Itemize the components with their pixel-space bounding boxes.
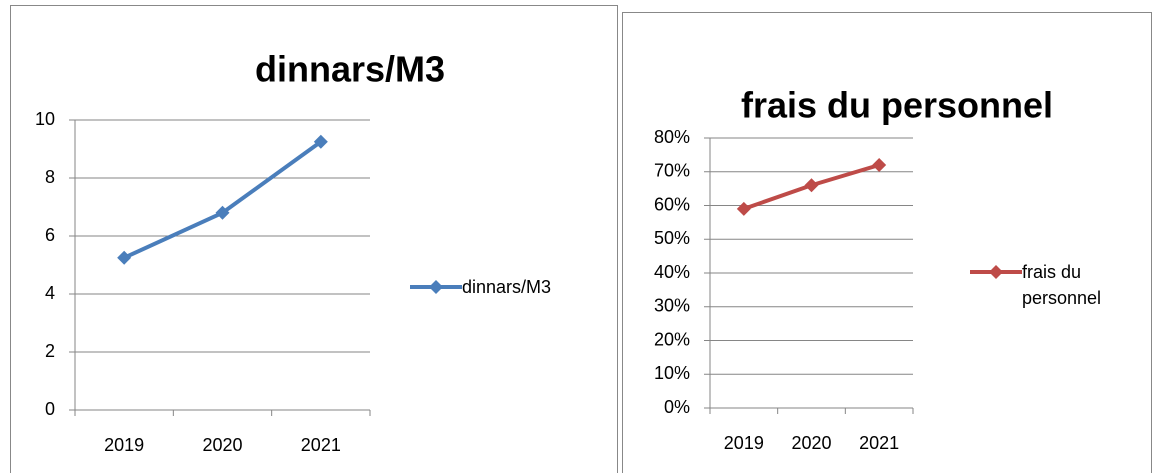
legend-marker: [989, 265, 1003, 279]
y-tick-label: 20%: [654, 329, 690, 349]
y-tick-label: 80%: [654, 127, 690, 147]
chart-border: [622, 12, 1152, 473]
legend-marker: [429, 280, 443, 294]
y-tick-label: 0%: [664, 397, 690, 417]
y-tick-label: 60%: [654, 194, 690, 214]
point-marker: [804, 178, 819, 193]
point-marker: [215, 205, 230, 220]
point-marker: [313, 134, 328, 149]
x-tick-label: 2019: [724, 433, 764, 453]
y-tick-label: 10: [35, 109, 55, 129]
chart-title: dinnars/M3: [255, 49, 445, 90]
x-tick-label: 2020: [202, 435, 242, 455]
x-tick-label: 2021: [301, 435, 341, 455]
chart-border: [10, 5, 618, 473]
x-tick-label: 2019: [104, 435, 144, 455]
legend-label: dinnars/M3: [462, 277, 552, 297]
y-tick-label: 70%: [654, 161, 690, 181]
x-tick-label: 2021: [859, 433, 899, 453]
y-tick-label: 6: [45, 225, 55, 245]
point-marker: [117, 250, 132, 265]
y-tick-label: 0: [45, 399, 55, 419]
y-tick-label: 10%: [654, 363, 690, 383]
point-marker: [872, 158, 887, 172]
y-tick-label: 8: [45, 167, 55, 187]
series-line: [123, 140, 323, 260]
y-tick-label: 30%: [654, 296, 690, 316]
chart-title: frais du personnel: [741, 85, 1053, 126]
y-tick-label: 50%: [654, 228, 690, 248]
x-tick-label: 2020: [791, 433, 831, 453]
y-tick-label: 40%: [654, 262, 690, 282]
y-tick-label: 2: [45, 341, 55, 361]
point-marker: [736, 201, 751, 216]
legend-label: frais du personnel: [1022, 262, 1102, 308]
y-tick-label: 4: [45, 283, 55, 303]
